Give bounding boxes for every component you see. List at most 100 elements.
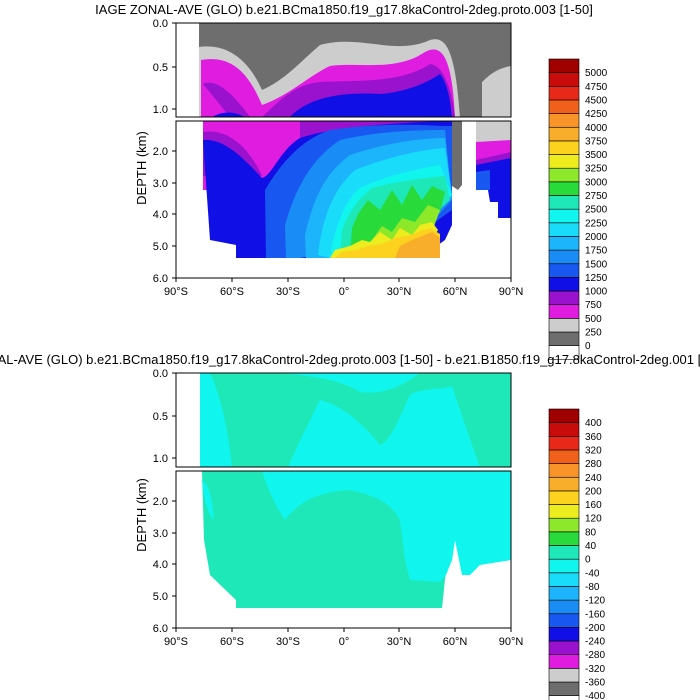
panel-top: IAGE ZONAL-AVE (GLO) b.e21.BCma1850.f19_… xyxy=(95,2,608,360)
colorbar-swatch xyxy=(548,695,580,700)
colorbar-label: 1500 xyxy=(585,259,608,270)
contour-field-lower xyxy=(176,121,511,278)
colorbar-label: -40 xyxy=(585,568,600,579)
colorbar-label: 500 xyxy=(585,314,602,325)
contour-band-4000-lower xyxy=(395,232,440,258)
colorbar-swatch xyxy=(548,599,580,615)
colorbar-swatch xyxy=(548,140,580,155)
colorbar-label: 3750 xyxy=(585,136,608,147)
colorbar-swatch xyxy=(548,99,580,114)
chart-title: IAGE ZONAL-AVE (GLO) b.e21.BCma1850.f19_… xyxy=(95,2,593,17)
x-tick-label: 60°N xyxy=(443,636,468,648)
colorbar-swatch xyxy=(548,304,580,319)
colorbar-swatch xyxy=(548,422,580,437)
colorbar-label: 4000 xyxy=(585,123,608,134)
contour-band-40 xyxy=(210,373,511,467)
colorbar-swatch xyxy=(548,435,580,451)
x-tick-label: 90°S xyxy=(164,636,188,648)
y-tick-label: 5.0 xyxy=(153,241,168,253)
y-tick-label: 0.0 xyxy=(153,18,168,30)
colorbar-label: 3000 xyxy=(585,177,608,188)
chart-title: IAGE ZONAL-AVE (GLO) b.e21.BCma1850.f19_… xyxy=(0,352,700,367)
colorbar-swatch xyxy=(548,463,580,478)
colorbar-label: 1750 xyxy=(585,246,608,257)
y-tick-label: 3.0 xyxy=(153,178,168,190)
colorbar-label: 200 xyxy=(585,486,602,497)
y-axis-upper: 0.0 0.5 1.0 xyxy=(153,18,176,116)
colorbar-label: -360 xyxy=(585,678,605,689)
colorbar-label: -200 xyxy=(585,623,605,634)
colorbar-swatch xyxy=(548,72,580,87)
y-axis-label: DEPTH (km) xyxy=(134,131,149,205)
colorbar-label: 3250 xyxy=(585,164,608,175)
x-tick-label: 90°N xyxy=(499,286,524,298)
colorbar-label: 2500 xyxy=(585,205,608,216)
colorbar-swatch xyxy=(548,668,580,683)
colorbar-swatch xyxy=(548,126,580,142)
colorbar-swatch xyxy=(548,681,580,696)
y-axis-label: DEPTH (km) xyxy=(134,478,149,552)
y-tick-label: 4.0 xyxy=(153,209,168,221)
colorbar-swatch xyxy=(548,208,580,224)
contour-field-upper xyxy=(176,23,511,117)
x-tick-label: 60°S xyxy=(220,286,244,298)
x-tick-label: 90°S xyxy=(164,286,188,298)
contour-field-lower xyxy=(176,471,511,628)
x-tick-label: 30°S xyxy=(276,286,300,298)
y-tick-label: 0.0 xyxy=(153,368,168,380)
colorbar: -400-360-320-280-240-200-160-120-80-4004… xyxy=(548,408,605,700)
y-tick-label: 4.0 xyxy=(153,559,168,571)
colorbar-label: 360 xyxy=(585,432,602,443)
colorbar-label: -320 xyxy=(585,664,605,675)
colorbar-swatch xyxy=(548,654,580,669)
colorbar-label: 280 xyxy=(585,459,602,470)
colorbar-swatch xyxy=(548,263,580,278)
colorbar-swatch xyxy=(548,154,580,169)
colorbar-swatch xyxy=(548,640,580,655)
colorbar-label: 5000 xyxy=(585,68,608,79)
colorbar: 0 250 500 750 1000 1250 1500 1750 2000 2250 2500 27… xyxy=(548,58,608,360)
x-tick-label: 90°N xyxy=(499,636,524,648)
colorbar-label: 120 xyxy=(585,514,602,525)
colorbar-swatch xyxy=(548,222,580,237)
x-tick-label: 30°N xyxy=(387,286,412,298)
colorbar-swatch xyxy=(548,181,580,196)
contour-band-1250 xyxy=(212,74,452,117)
colorbar-label: 1250 xyxy=(585,273,608,284)
colorbar-label: -280 xyxy=(585,650,605,661)
x-tick-label: 30°N xyxy=(387,636,412,648)
colorbar-swatch xyxy=(548,545,580,560)
x-tick-label: 60°S xyxy=(220,636,244,648)
y-tick-label: 0.5 xyxy=(153,62,168,74)
contour-band-250-gap xyxy=(476,121,511,142)
colorbar-swatch xyxy=(548,613,580,628)
x-tick-label: 60°N xyxy=(443,286,468,298)
colorbar-swatch xyxy=(548,318,580,333)
colorbar-swatch xyxy=(548,86,580,101)
colorbar-label: 400 xyxy=(585,418,602,429)
colorbar-swatch xyxy=(548,249,580,265)
y-tick-label: 2.0 xyxy=(153,496,168,508)
colorbar-label: 2250 xyxy=(585,218,608,229)
contour-band-0-gap xyxy=(462,121,476,192)
y-tick-label: 2.0 xyxy=(153,146,168,158)
colorbar-label: 3500 xyxy=(585,150,608,161)
colorbar-label: 4750 xyxy=(585,82,608,93)
x-axis: 90°S 60°S 30°S 0° 30°N 60°N 90°N xyxy=(164,278,523,298)
colorbar-label: -120 xyxy=(585,596,605,607)
colorbar-swatch xyxy=(548,408,580,423)
colorbar-swatch xyxy=(548,236,580,251)
colorbar-swatch xyxy=(548,531,580,546)
colorbar-swatch xyxy=(548,586,580,601)
colorbar-swatch xyxy=(548,58,580,73)
colorbar-swatch xyxy=(548,277,580,292)
colorbar-label: 1000 xyxy=(585,287,608,298)
colorbar-swatch xyxy=(548,113,580,128)
y-tick-label: 0.5 xyxy=(153,411,168,423)
y-axis-lower: 2.0 3.0 4.0 5.0 6.0 xyxy=(153,146,176,285)
colorbar-swatch xyxy=(548,290,580,305)
colorbar-label: 240 xyxy=(585,473,602,484)
colorbar-label: 320 xyxy=(585,445,602,456)
colorbar-swatch xyxy=(548,558,580,574)
